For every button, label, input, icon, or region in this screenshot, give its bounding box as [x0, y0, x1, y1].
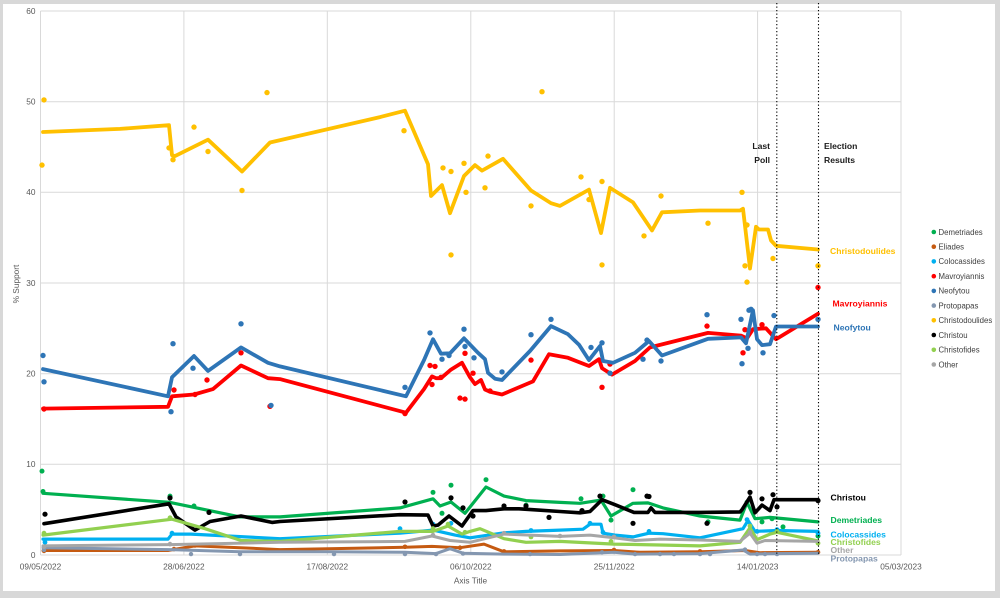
- svg-text:28/06/2022: 28/06/2022: [163, 562, 205, 572]
- svg-text:Axis Title: Axis Title: [454, 576, 488, 586]
- svg-text:14/01/2023: 14/01/2023: [737, 562, 779, 572]
- svg-text:60: 60: [26, 6, 36, 16]
- svg-text:10: 10: [26, 459, 36, 469]
- svg-text:05/03/2023: 05/03/2023: [880, 562, 922, 572]
- svg-text:Mavroyiannis: Mavroyiannis: [939, 272, 985, 281]
- svg-text:Christofides: Christofides: [831, 537, 881, 547]
- svg-text:Last: Last: [752, 141, 770, 151]
- svg-text:Neofytou: Neofytou: [834, 323, 871, 333]
- svg-text:Christodoulides: Christodoulides: [830, 246, 896, 256]
- svg-text:Neofytou: Neofytou: [939, 287, 970, 296]
- svg-text:06/10/2022: 06/10/2022: [450, 562, 492, 572]
- svg-text:Christodoulides: Christodoulides: [939, 316, 993, 325]
- svg-text:Demetriades: Demetriades: [939, 228, 983, 237]
- svg-text:Christou: Christou: [831, 493, 866, 503]
- svg-text:50: 50: [26, 97, 36, 107]
- svg-text:Other: Other: [831, 545, 855, 555]
- svg-text:Protopapas: Protopapas: [939, 301, 979, 310]
- svg-text:Colocassides: Colocassides: [939, 257, 985, 266]
- svg-text:Christofides: Christofides: [939, 346, 980, 355]
- svg-text:17/08/2022: 17/08/2022: [307, 562, 349, 572]
- svg-text:Election: Election: [824, 141, 857, 151]
- svg-text:Protopapas: Protopapas: [831, 553, 878, 563]
- svg-text:20: 20: [26, 369, 36, 379]
- svg-text:Other: Other: [939, 360, 959, 369]
- svg-text:Poll: Poll: [754, 155, 770, 165]
- svg-text:Results: Results: [824, 155, 855, 165]
- svg-text:Eliades: Eliades: [939, 243, 965, 252]
- svg-text:Demetriades: Demetriades: [831, 515, 883, 525]
- svg-text:25/11/2022: 25/11/2022: [594, 562, 635, 572]
- svg-text:09/05/2022: 09/05/2022: [20, 562, 62, 572]
- svg-text:40: 40: [26, 187, 36, 197]
- svg-text:Christou: Christou: [939, 331, 968, 340]
- svg-text:Colocassides: Colocassides: [831, 529, 887, 539]
- svg-text:0: 0: [31, 550, 36, 560]
- svg-text:Mavroyiannis: Mavroyiannis: [833, 299, 888, 309]
- svg-text:30: 30: [26, 278, 36, 288]
- svg-text:% Support: % Support: [11, 264, 21, 303]
